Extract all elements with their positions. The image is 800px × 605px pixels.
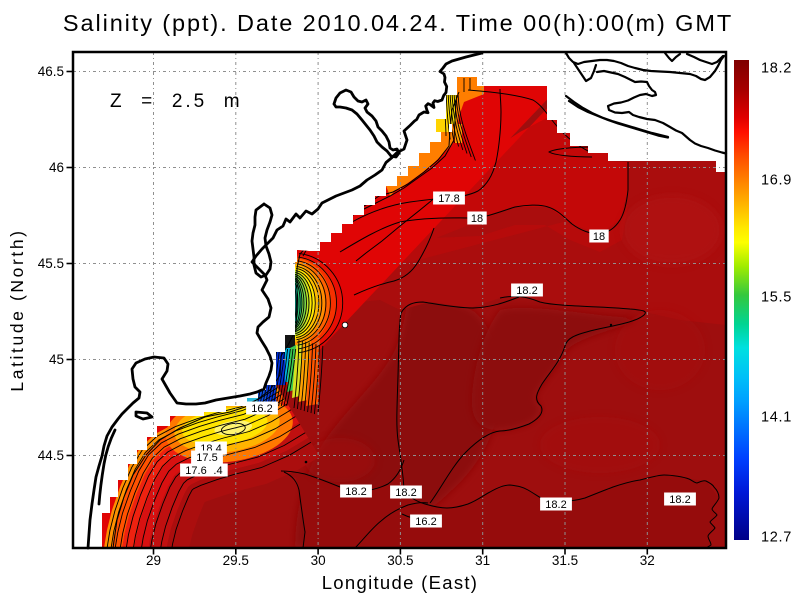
svg-text:16.2: 16.2: [251, 403, 272, 415]
svg-text:18.2: 18.2: [545, 499, 566, 511]
svg-text:18.2: 18.2: [395, 487, 416, 499]
svg-text:31.5: 31.5: [552, 553, 578, 568]
svg-text:18: 18: [471, 213, 483, 225]
svg-text:29: 29: [146, 553, 161, 568]
svg-text:18: 18: [593, 231, 605, 243]
svg-text:12.7: 12.7: [761, 530, 792, 546]
svg-text:45.5: 45.5: [38, 256, 64, 271]
svg-text:18.2: 18.2: [516, 285, 537, 297]
svg-text:16.2: 16.2: [415, 516, 436, 528]
svg-text:29.5: 29.5: [223, 553, 249, 568]
svg-text:46.5: 46.5: [38, 64, 64, 79]
svg-text:Salinity (ppt). Date 2010.04.2: Salinity (ppt). Date 2010.04.24. Time 00…: [63, 10, 733, 36]
svg-text:18.2: 18.2: [345, 486, 366, 498]
svg-text:32: 32: [640, 553, 655, 568]
svg-text:44.5: 44.5: [38, 448, 64, 463]
svg-text:Latitude (North): Latitude (North): [7, 228, 27, 391]
svg-text:Longitude (East): Longitude (East): [322, 572, 479, 593]
svg-text:14.1: 14.1: [761, 410, 792, 426]
svg-text:17.8: 17.8: [438, 193, 459, 205]
svg-text:18.2: 18.2: [761, 61, 792, 77]
svg-text:Z = 2.5 m: Z = 2.5 m: [110, 91, 243, 112]
svg-text:.4: .4: [213, 465, 222, 477]
svg-text:15.5: 15.5: [761, 290, 792, 306]
svg-text:30.5: 30.5: [387, 553, 413, 568]
svg-text:31: 31: [475, 553, 490, 568]
svg-text:46: 46: [49, 160, 64, 175]
svg-text:16.9: 16.9: [761, 173, 792, 189]
svg-text:17.5: 17.5: [196, 452, 217, 464]
svg-text:45: 45: [49, 352, 64, 367]
svg-text:30: 30: [311, 553, 326, 568]
svg-text:17.6: 17.6: [185, 465, 206, 477]
svg-text:18.2: 18.2: [669, 494, 690, 506]
